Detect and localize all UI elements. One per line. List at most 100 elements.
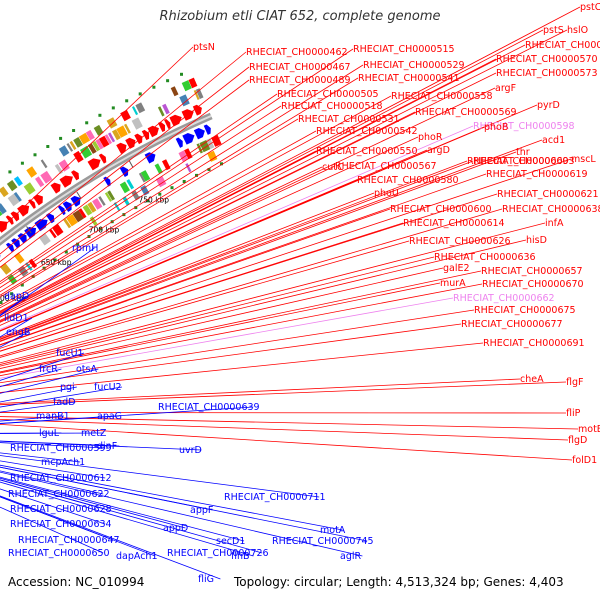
red-label: flgD [568,435,587,446]
red-leader-line [0,72,497,318]
forward-cds-arrow [59,175,73,188]
red-label: RHECIAT_CH0000570 [496,54,598,65]
red-leader-line [0,378,521,404]
blue-leader-line [0,352,85,381]
blue-leader-line [0,471,363,557]
reverse-cds-arrow [11,238,21,249]
cog-block-forward [193,90,200,100]
red-leader-line [0,424,573,461]
blue-leader-line [0,476,245,542]
blue-label: dapD [4,291,29,302]
red-label: RHECIAT_CH0000569 [415,107,517,118]
red-leader-line [0,6,581,312]
cog-block-forward [108,132,116,143]
blue-leader-line [0,455,320,498]
red-leader-line [0,118,299,298]
blue-leader-line [0,464,343,531]
cog-block-forward [95,138,104,150]
blue-leader-line [0,481,254,557]
red-label: thr [516,147,530,158]
red-label: RHECIAT_CH0000558 [391,91,493,102]
red-leader-line [0,323,462,387]
genome-backbone [0,112,213,246]
cog-block-reverse [0,262,12,275]
cog-block-forward [58,159,70,172]
red-leader-line [0,51,247,255]
red-label: pstS [543,25,564,36]
forward-cds-arrow [17,204,30,217]
red-label: RHECIAT_CH0000677 [461,319,563,330]
cog-block-reverse-inner [185,163,192,173]
red-label: hslO [567,25,588,36]
reverse-cds-arrow [57,205,66,216]
blue-label: lldD1 [4,313,29,324]
inner-marker [170,186,174,190]
tick-label: 650 kbp [41,258,72,267]
cog-block-reverse [140,170,151,182]
outer-marker [85,121,89,125]
reverse-cds-arrow [193,127,205,140]
inner-marker [64,250,68,254]
inner-marker [0,301,3,304]
tick-mark [128,160,134,168]
red-label: phoB [484,122,508,133]
blue-label: RHECIAT_CH0000745 [272,536,374,547]
red-leader-line [0,139,543,342]
red-leader-line [0,179,358,332]
red-label: RHECIAT_CH0000542 [316,126,418,137]
red-label: RHECIAT_CH0000662 [453,293,555,304]
red-leader-line [0,239,527,367]
red-leader-line [0,150,317,314]
red-label: pyrD [537,100,560,111]
red-leader-line [0,208,503,357]
red-label: pstC [580,2,600,13]
cog-block-forward [92,141,101,152]
cog-block-forward-outer [93,124,104,136]
red-leader-line [0,48,354,285]
blue-label: RHECIAT_CH0000628 [10,504,112,515]
blue-leader-line [0,442,106,449]
cog-block-forward [179,94,190,107]
red-leader-line [0,193,498,352]
red-label: RHECIAT_CH0000670 [482,279,584,290]
blue-leader-line [0,496,156,557]
outer-marker [46,145,50,148]
tick-label: 700 kbp [89,225,120,234]
cog-block-forward [116,125,128,138]
red-label: RHECIAT_CH0000600 [390,204,492,215]
inner-marker [207,168,211,171]
blue-label: flhB [231,551,250,562]
cog-block-reverse [48,228,57,239]
blue-leader-line [0,401,76,413]
cog-block-reverse [87,201,97,213]
red-label: infA [545,218,564,229]
reverse-cds-arrow [62,201,72,212]
red-label: RHECIAT_CH0000531 [298,114,400,125]
cog-block-forward-outer [73,137,83,148]
forward-cds-arrow [71,170,80,181]
cog-block-forward [35,176,45,188]
red-label: RHECIAT_CH0000576 [525,40,600,51]
cog-block-forward-outer [78,132,91,145]
red-leader-line [0,256,435,365]
blue-label: fliG [198,574,214,585]
cog-block-forward-outer [135,102,146,114]
blue-leader-line [0,415,65,422]
red-leader-line [0,240,410,358]
inner-marker [134,206,138,210]
blue-leader-line [0,368,99,394]
red-label: RHECIAT_CH0000529 [363,60,465,71]
cog-block-reverse [138,172,146,183]
red-leader-line [0,46,194,231]
forward-cds-arrow [157,121,166,132]
reverse-cds-arrow [17,233,27,244]
genome-summary-text: Topology: circular; Length: 4,513,324 bp… [234,575,564,589]
red-label: RHECIAT_CH0000636 [434,252,536,263]
red-label: RHECIAT_CH0000567 [335,161,437,172]
outer-marker [33,153,37,157]
blue-leader-line [0,386,123,408]
outer-marker [8,170,12,174]
red-leader-line [0,342,484,393]
red-leader-line [0,173,487,346]
